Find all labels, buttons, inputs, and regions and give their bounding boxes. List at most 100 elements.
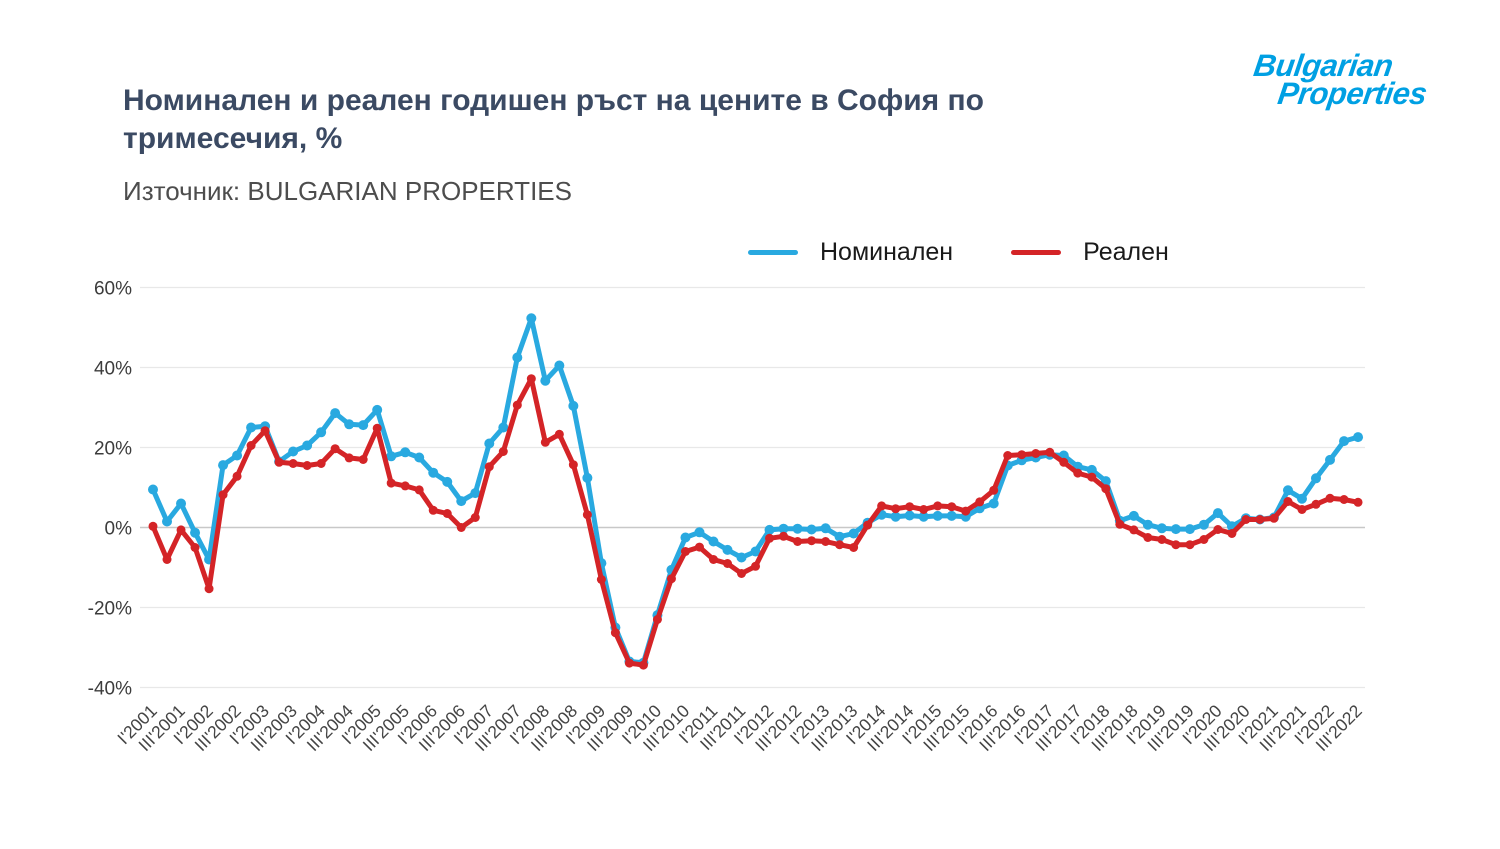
real-point <box>526 374 536 384</box>
real-point <box>666 574 676 584</box>
real-line-swatch <box>1011 250 1062 255</box>
nominal-line-swatch <box>748 250 798 255</box>
page-title-line1: Номинален и реален годишен ръст на ценит… <box>123 84 984 117</box>
nominal-point <box>330 408 341 419</box>
nominal-point <box>694 527 705 538</box>
nominal-point <box>1156 523 1167 534</box>
y-tick-label: 20% <box>94 439 132 460</box>
nominal-point <box>1086 464 1097 475</box>
nominal-point <box>848 528 859 539</box>
real-point <box>190 543 200 552</box>
real-point <box>1255 515 1265 524</box>
nominal-point <box>316 427 327 438</box>
real-point <box>737 569 747 578</box>
nominal-point <box>708 536 719 547</box>
y-tick-label: 60% <box>94 279 132 300</box>
real-point <box>638 660 648 670</box>
real-point <box>1171 540 1181 550</box>
nominal-point <box>218 460 229 471</box>
real-point <box>1283 497 1293 506</box>
nominal-point <box>1142 519 1153 530</box>
nominal-point <box>414 452 425 463</box>
real-point <box>975 497 985 507</box>
real-point <box>1073 468 1083 478</box>
real-point <box>961 506 971 516</box>
grid-lines <box>140 286 1365 689</box>
legend-label-real: Реален <box>1083 238 1169 266</box>
nominal-point <box>834 531 845 542</box>
real-point <box>316 459 326 468</box>
real-point <box>779 531 789 541</box>
real-point <box>652 615 662 624</box>
nominal-point <box>918 511 929 522</box>
real-point <box>484 462 494 472</box>
real-point <box>751 561 761 571</box>
nominal-point <box>904 510 915 521</box>
real-point <box>456 523 466 532</box>
nominal-point <box>288 446 299 457</box>
chart-legend: Номинален Реален <box>748 238 1169 267</box>
nominal-point <box>582 472 593 483</box>
real-point <box>1297 505 1307 514</box>
real-point <box>512 400 522 410</box>
nominal-point <box>890 511 901 522</box>
nominal-point <box>806 524 817 535</box>
real-point <box>1213 525 1223 534</box>
nominal-point <box>680 532 691 543</box>
legend-item-real: Реален <box>1011 238 1169 267</box>
nominal-point <box>442 476 453 487</box>
real-point <box>722 559 732 568</box>
real-point <box>877 501 887 511</box>
real-point <box>610 628 620 638</box>
y-tick-label: 0% <box>105 519 133 540</box>
real-point <box>1031 449 1041 458</box>
nominal-point <box>456 496 467 507</box>
nominal-point <box>1128 510 1139 521</box>
real-point <box>765 533 775 543</box>
real-point <box>947 502 957 512</box>
nominal-point <box>176 498 187 509</box>
real-point <box>176 525 186 535</box>
nominal-point <box>1339 436 1350 447</box>
real-point <box>540 437 550 447</box>
real-point <box>793 537 803 546</box>
nominal-point <box>428 467 439 478</box>
real-point <box>1017 450 1027 460</box>
nominal-point <box>190 527 201 538</box>
real-point <box>863 520 873 530</box>
real-point <box>708 555 718 564</box>
real-point <box>1353 497 1363 507</box>
real-point <box>1045 447 1055 457</box>
real-point <box>568 460 578 470</box>
real-point <box>919 505 929 514</box>
nominal-point <box>302 440 313 451</box>
real-line <box>150 376 1361 668</box>
nominal-point <box>750 546 761 557</box>
real-point <box>905 502 915 512</box>
real-point <box>1003 451 1013 460</box>
real-point <box>680 547 690 556</box>
real-point <box>274 457 284 467</box>
nominal-point <box>792 523 803 534</box>
nominal-point <box>148 484 158 495</box>
real-point <box>1241 515 1251 524</box>
real-point <box>554 429 564 439</box>
page-title: Номинален и реален годишен ръст на ценит… <box>123 82 984 158</box>
real-point <box>1101 484 1111 494</box>
real-point <box>386 478 396 488</box>
nominal-point <box>764 524 775 535</box>
nominal-line <box>150 315 1361 666</box>
nominal-point <box>484 438 495 449</box>
nominal-point <box>1353 432 1364 443</box>
nominal-point <box>470 488 481 499</box>
real-point <box>694 542 704 552</box>
legend-label-nominal: Номинален <box>820 238 954 266</box>
real-point <box>288 459 298 468</box>
real-point <box>330 444 340 454</box>
nominal-point <box>820 523 831 534</box>
nominal-point <box>372 404 383 415</box>
nominal-point <box>736 552 747 563</box>
real-point <box>358 455 368 464</box>
bulgarian-properties-logo: Bulgarian Properties <box>1248 48 1432 111</box>
